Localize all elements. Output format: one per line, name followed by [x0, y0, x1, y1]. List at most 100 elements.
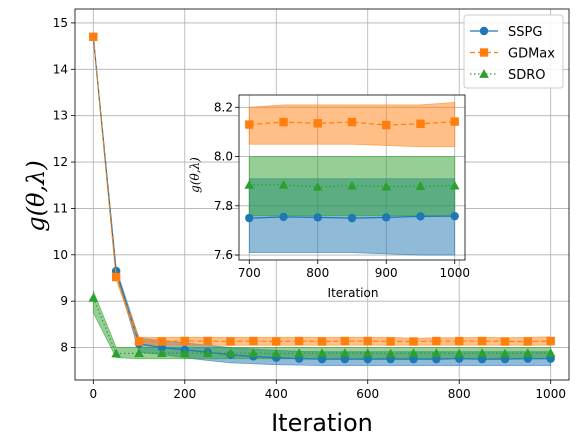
inset-y-tick-label: 7.8: [214, 199, 233, 213]
inset-point-sdro: [244, 180, 255, 189]
inset-x-tick-label: 700: [238, 266, 261, 280]
legend-label-sspg: SSPG: [508, 25, 542, 40]
point-gdmax: [294, 336, 304, 346]
point-gdmax: [455, 336, 464, 346]
inset-point-sspg: [245, 213, 254, 223]
y-tick-label: 15: [53, 16, 68, 30]
point-sspg: [363, 354, 372, 364]
inset-x-axis-label: Iteration: [328, 286, 379, 300]
point-sdro: [477, 348, 487, 357]
x-tick-label: 200: [173, 387, 196, 401]
point-gdmax: [203, 336, 212, 346]
y-tick-label: 13: [53, 109, 68, 123]
point-gdmax: [523, 337, 533, 346]
inset-point-gdmax: [382, 120, 391, 130]
point-sdro: [134, 348, 144, 357]
x-tick-label: 0: [89, 387, 97, 401]
point-gdmax: [180, 336, 189, 346]
inset-y-tick-label: 7.6: [214, 248, 233, 262]
point-sdro: [454, 348, 465, 358]
point-sspg: [477, 354, 487, 364]
inset-y-axis-label: g(θ,λ): [188, 157, 202, 193]
inset-point-sdro: [449, 180, 460, 190]
point-sdro: [431, 348, 442, 357]
point-sspg: [432, 354, 441, 364]
inset-point-sspg: [279, 212, 288, 222]
inset-point-sspg: [313, 213, 322, 222]
inset-point-sspg: [416, 212, 425, 221]
point-sdro: [248, 348, 259, 357]
legend-marker-sspg: [479, 26, 489, 36]
inset-point-gdmax: [279, 117, 288, 127]
inset-point-sspg: [347, 213, 357, 223]
y-tick-label: 10: [53, 248, 68, 262]
point-sdro: [385, 348, 396, 358]
point-gdmax: [386, 337, 395, 346]
point-sdro: [523, 348, 533, 357]
point-sdro: [88, 293, 99, 302]
point-sdro: [111, 348, 121, 358]
point-sdro: [408, 348, 419, 357]
inset-y-tick-label: 8.0: [214, 150, 233, 164]
point-sspg: [409, 354, 418, 364]
inset-point-sdro: [312, 182, 323, 191]
x-tick-label: 1000: [535, 387, 566, 401]
point-gdmax: [157, 337, 167, 346]
y-axis-label: g(θ,λ): [22, 160, 50, 231]
point-sspg: [317, 354, 327, 364]
legend-marker-gdmax: [479, 48, 489, 57]
legend-label-gdmax: GDMax: [508, 47, 555, 62]
point-gdmax: [249, 336, 258, 346]
point-sdro: [225, 348, 236, 357]
point-sdro: [294, 348, 304, 357]
y-tick-label: 8: [60, 341, 68, 355]
point-sdro: [271, 348, 282, 358]
inset-point-sdro: [415, 181, 426, 190]
inset-axes: [235, 94, 466, 264]
inset-point-gdmax: [450, 117, 459, 126]
point-gdmax: [134, 337, 144, 346]
point-gdmax: [111, 272, 121, 282]
point-gdmax: [317, 337, 327, 346]
legend-box: [463, 14, 564, 89]
point-sspg: [340, 354, 350, 364]
inset-tick-labels: 700 800 900 1000 7.6 7.8 8.0 8.2: [214, 100, 470, 280]
legend: SSPG GDMax SDRO: [463, 14, 564, 89]
point-sdro: [500, 348, 510, 358]
inset-chart: 700 800 900 1000 7.6 7.8 8.0 8.2 Iteration g(θ,…: [188, 94, 470, 300]
point-gdmax: [89, 32, 98, 42]
point-gdmax: [363, 336, 372, 346]
point-gdmax: [546, 336, 555, 346]
main-series-lines: [88, 32, 556, 364]
point-sdro: [179, 348, 190, 357]
inset-y-tick-label: 8.2: [214, 100, 233, 114]
point-gdmax: [340, 336, 350, 346]
inset-point-sdro: [381, 181, 392, 191]
point-gdmax: [409, 337, 418, 346]
x-axis-label: Iteration: [271, 409, 373, 437]
inset-x-tick-label: 1000: [439, 266, 470, 280]
point-sdro: [340, 348, 350, 357]
y-tick-label: 11: [53, 201, 68, 215]
inset-point-sdro: [347, 180, 357, 190]
y-tick-label: 9: [60, 294, 68, 308]
main-axes: [71, 8, 570, 384]
inset-x-tick-label: 900: [375, 266, 398, 280]
inset-x-tick-label: 800: [306, 266, 329, 280]
inset-point-gdmax: [347, 117, 357, 127]
point-sdro: [545, 348, 556, 357]
main-plot-frame: [74, 8, 570, 381]
main-tick-labels: 0 200 400 600 800 1000 8 9 10 11 12 13 14 15: [53, 16, 566, 401]
inset-point-gdmax: [313, 119, 322, 128]
inset-point-sdro: [278, 180, 289, 189]
point-gdmax: [500, 337, 510, 346]
point-gdmax: [272, 337, 281, 346]
y-tick-label: 12: [53, 155, 68, 169]
inset-point-sspg: [450, 211, 459, 221]
inset-point-sspg: [382, 213, 391, 222]
point-sdro: [202, 348, 213, 357]
legend-marker-sdro: [479, 69, 489, 78]
legend-label-sdro: SDRO: [508, 68, 546, 83]
inset-series-lines: [244, 117, 460, 223]
